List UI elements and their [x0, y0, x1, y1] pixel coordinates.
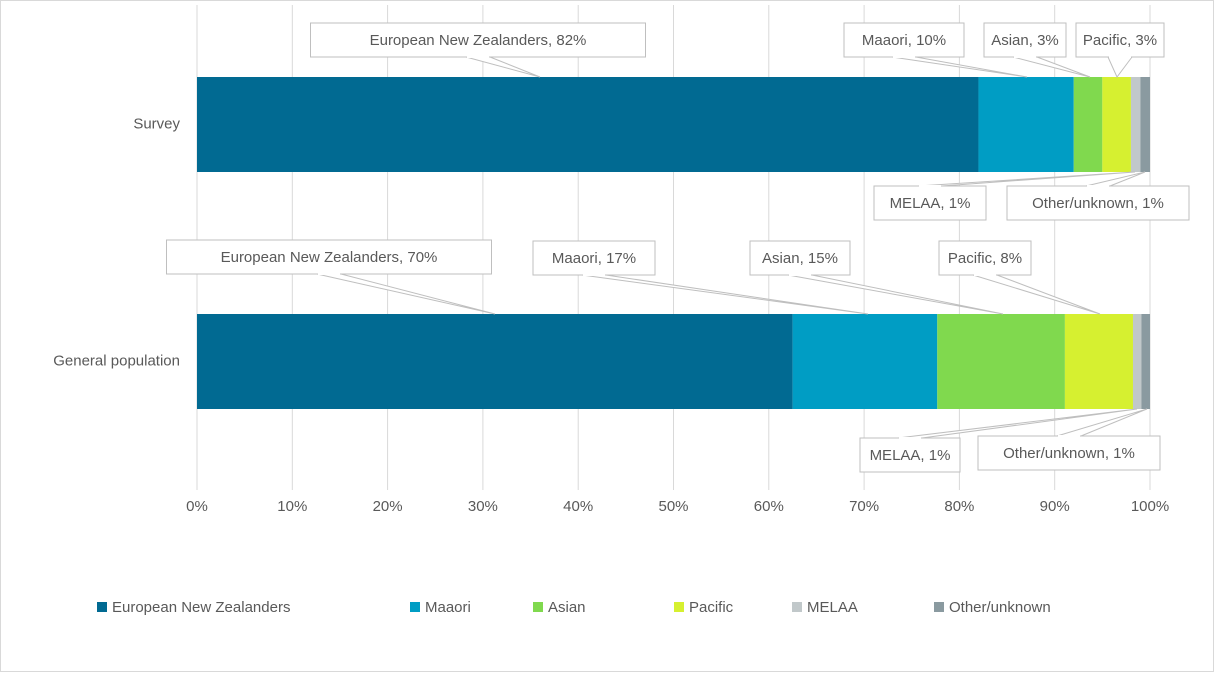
x-tick-label: 20%	[373, 498, 403, 515]
callout-leader	[1012, 56, 1091, 78]
legend-swatch	[792, 602, 802, 612]
bar-segment	[1141, 314, 1150, 409]
data-label: MELAA, 1%	[890, 195, 971, 212]
callout-leader	[1056, 408, 1148, 437]
x-tick-label: 90%	[1040, 498, 1070, 515]
data-label: European New Zealanders, 82%	[370, 32, 587, 49]
callout-leader	[972, 274, 1101, 315]
legend-label: European New Zealanders	[112, 599, 290, 616]
callout-leader	[316, 273, 496, 315]
callout-box	[749, 240, 851, 276]
x-tick-label: 30%	[468, 498, 498, 515]
callout-leader	[465, 56, 541, 78]
data-label: European New Zealanders, 70%	[221, 249, 438, 266]
x-tick-label: 40%	[563, 498, 593, 515]
x-tick-label: 80%	[944, 498, 974, 515]
legend-label: MELAA	[807, 599, 858, 616]
bar-segment	[792, 314, 938, 409]
callout-box	[977, 435, 1161, 471]
legend-swatch	[97, 602, 107, 612]
callout-leader	[917, 171, 1136, 187]
callout-box	[532, 240, 656, 276]
callout-box	[1006, 185, 1190, 221]
data-label: Maaori, 17%	[552, 250, 636, 267]
bar-segment	[937, 314, 1065, 409]
data-label: MELAA, 1%	[870, 447, 951, 464]
callout-leader	[897, 408, 1138, 439]
y-tick-label: Survey	[133, 115, 180, 132]
callout-leader	[1085, 171, 1146, 187]
bar-segment	[1130, 77, 1141, 172]
legend-label: Asian	[548, 599, 586, 616]
legend-swatch	[410, 602, 420, 612]
bar-segment	[197, 77, 979, 172]
legend-label: Other/unknown	[949, 599, 1051, 616]
bar-segment	[1064, 314, 1133, 409]
legend-swatch	[533, 602, 543, 612]
data-label: Maaori, 10%	[862, 32, 946, 49]
legend-swatch	[674, 602, 684, 612]
data-label: Other/unknown, 1%	[1032, 195, 1164, 212]
data-label: Asian, 15%	[762, 250, 838, 267]
callout-leader	[787, 274, 1004, 315]
data-label: Other/unknown, 1%	[1003, 445, 1135, 462]
callout-box	[983, 22, 1067, 58]
data-label: Pacific, 3%	[1083, 32, 1157, 49]
bar-segment	[978, 77, 1074, 172]
callout-leader	[891, 56, 1028, 78]
callout-leader	[1107, 56, 1133, 78]
bar-segment	[1073, 77, 1103, 172]
x-tick-label: 50%	[658, 498, 688, 515]
callout-leader	[581, 274, 869, 315]
bar-segment	[1102, 77, 1131, 172]
x-tick-label: 60%	[754, 498, 784, 515]
x-tick-label: 10%	[277, 498, 307, 515]
legend-label: Pacific	[689, 599, 734, 616]
data-label: Asian, 3%	[991, 32, 1059, 49]
data-label: Pacific, 8%	[948, 250, 1022, 267]
bar-segment	[197, 314, 793, 409]
bar-segment	[1140, 77, 1150, 172]
legend-swatch	[934, 602, 944, 612]
callout-box	[859, 437, 961, 473]
legend-label: Maaori	[425, 599, 471, 616]
y-tick-label: General population	[53, 352, 180, 369]
x-tick-label: 70%	[849, 498, 879, 515]
callout-box	[1075, 22, 1165, 58]
x-tick-label: 100%	[1131, 498, 1169, 515]
x-tick-label: 0%	[186, 498, 208, 515]
bar-segment	[1132, 314, 1142, 409]
callout-box	[166, 239, 492, 275]
